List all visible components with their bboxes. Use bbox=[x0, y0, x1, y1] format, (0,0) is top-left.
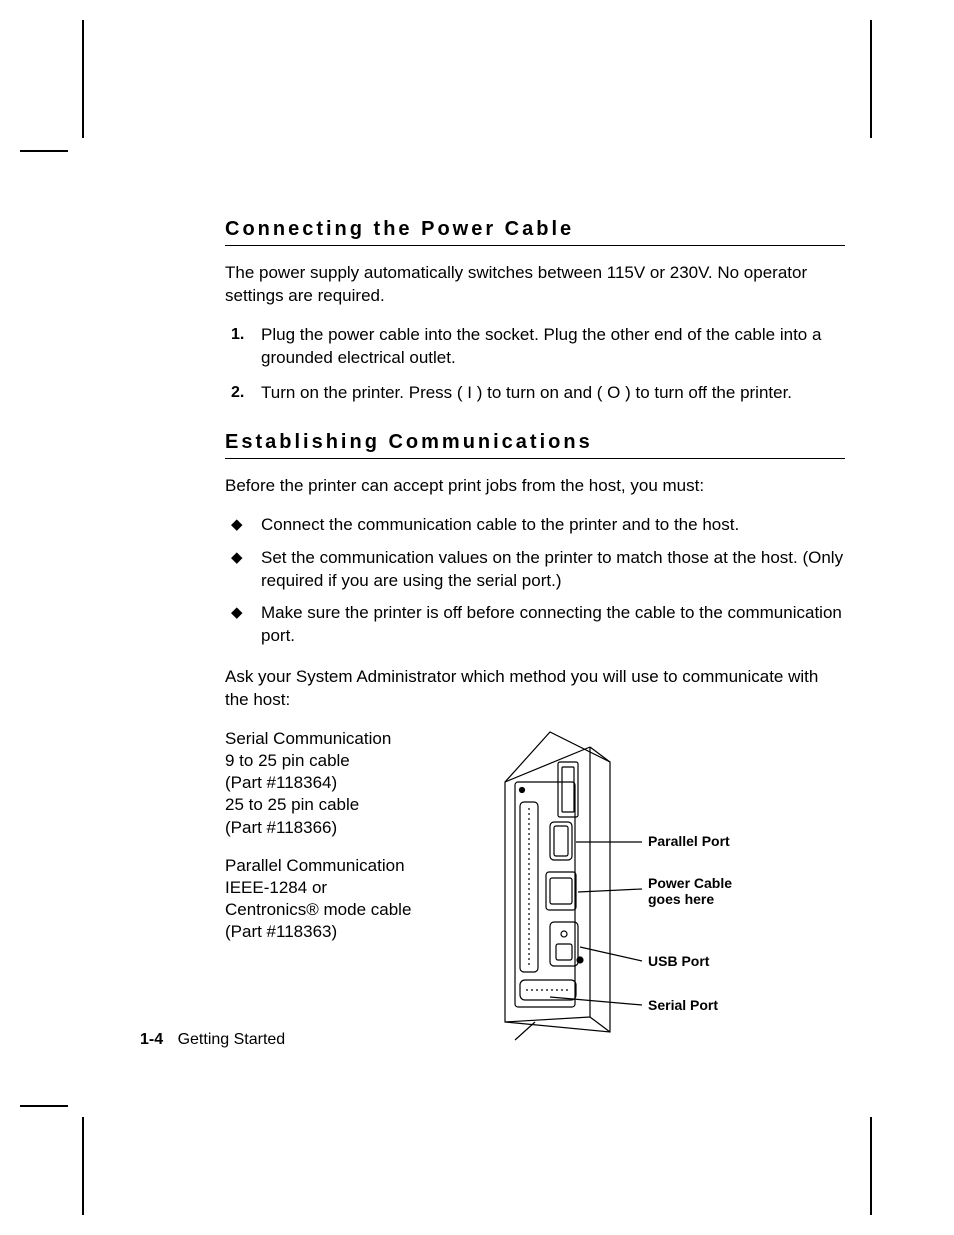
label-usb-port: USB Port bbox=[648, 953, 710, 969]
comm-options-text: Serial Communication 9 to 25 pin cable (… bbox=[225, 728, 460, 959]
parallel-line: IEEE-1284 or bbox=[225, 877, 460, 899]
serial-line: (Part #118364) bbox=[225, 772, 460, 794]
serial-line: Serial Communication bbox=[225, 728, 460, 750]
parallel-line: Centronics® mode cable bbox=[225, 899, 460, 921]
intro-power: The power supply automatically switches … bbox=[225, 262, 845, 308]
bullet-text: Connect the communication cable to the p… bbox=[261, 515, 739, 534]
parallel-line: Parallel Communication bbox=[225, 855, 460, 877]
serial-line: 25 to 25 pin cable bbox=[225, 794, 460, 816]
label-parallel-port: Parallel Port bbox=[648, 833, 730, 849]
step-number: 1. bbox=[231, 324, 244, 346]
label-power-cable-2: goes here bbox=[648, 891, 714, 907]
intro-comm: Before the printer can accept print jobs… bbox=[225, 475, 845, 498]
crop-mark bbox=[870, 1117, 872, 1215]
crop-mark bbox=[20, 150, 68, 152]
step-item: 2. Turn on the printer. Press ( I ) to t… bbox=[225, 382, 845, 405]
crop-mark bbox=[82, 1117, 84, 1215]
bullet-text: Make sure the printer is off before conn… bbox=[261, 603, 842, 645]
footer-title: Getting Started bbox=[178, 1031, 286, 1048]
serial-line: (Part #118366) bbox=[225, 817, 460, 839]
steps-list: 1. Plug the power cable into the socket.… bbox=[225, 324, 845, 405]
bullet-item: ◆ Make sure the printer is off before co… bbox=[225, 602, 845, 648]
step-number: 2. bbox=[231, 382, 244, 404]
crop-mark bbox=[870, 20, 872, 138]
step-item: 1. Plug the power cable into the socket.… bbox=[225, 324, 845, 370]
step-text: Plug the power cable into the socket. Pl… bbox=[261, 325, 821, 367]
bullet-item: ◆ Set the communication values on the pr… bbox=[225, 547, 845, 593]
page-number: 1-4 bbox=[140, 1031, 163, 1048]
diamond-bullet-icon: ◆ bbox=[231, 548, 243, 568]
parallel-line: (Part #118363) bbox=[225, 921, 460, 943]
label-serial-port: Serial Port bbox=[648, 997, 718, 1013]
diamond-bullet-icon: ◆ bbox=[231, 515, 243, 535]
bullet-item: ◆ Connect the communication cable to the… bbox=[225, 514, 845, 537]
step-text: Turn on the printer. Press ( I ) to turn… bbox=[261, 383, 792, 402]
heading-establishing-comm: Establishing Communications bbox=[225, 431, 845, 459]
ask-admin-text: Ask your System Administrator which meth… bbox=[225, 666, 845, 712]
crop-mark bbox=[20, 1105, 68, 1107]
bullet-list: ◆ Connect the communication cable to the… bbox=[225, 514, 845, 649]
bullet-text: Set the communication values on the prin… bbox=[261, 548, 843, 590]
diamond-bullet-icon: ◆ bbox=[231, 603, 243, 623]
label-power-cable-1: Power Cable bbox=[648, 875, 732, 891]
serial-line: 9 to 25 pin cable bbox=[225, 750, 460, 772]
port-diagram: Parallel Port Power Cable goes here USB … bbox=[480, 722, 840, 1042]
heading-connecting-power: Connecting the Power Cable bbox=[225, 218, 845, 246]
crop-mark bbox=[82, 20, 84, 138]
page-footer: 1-4 Getting Started bbox=[140, 1031, 285, 1049]
